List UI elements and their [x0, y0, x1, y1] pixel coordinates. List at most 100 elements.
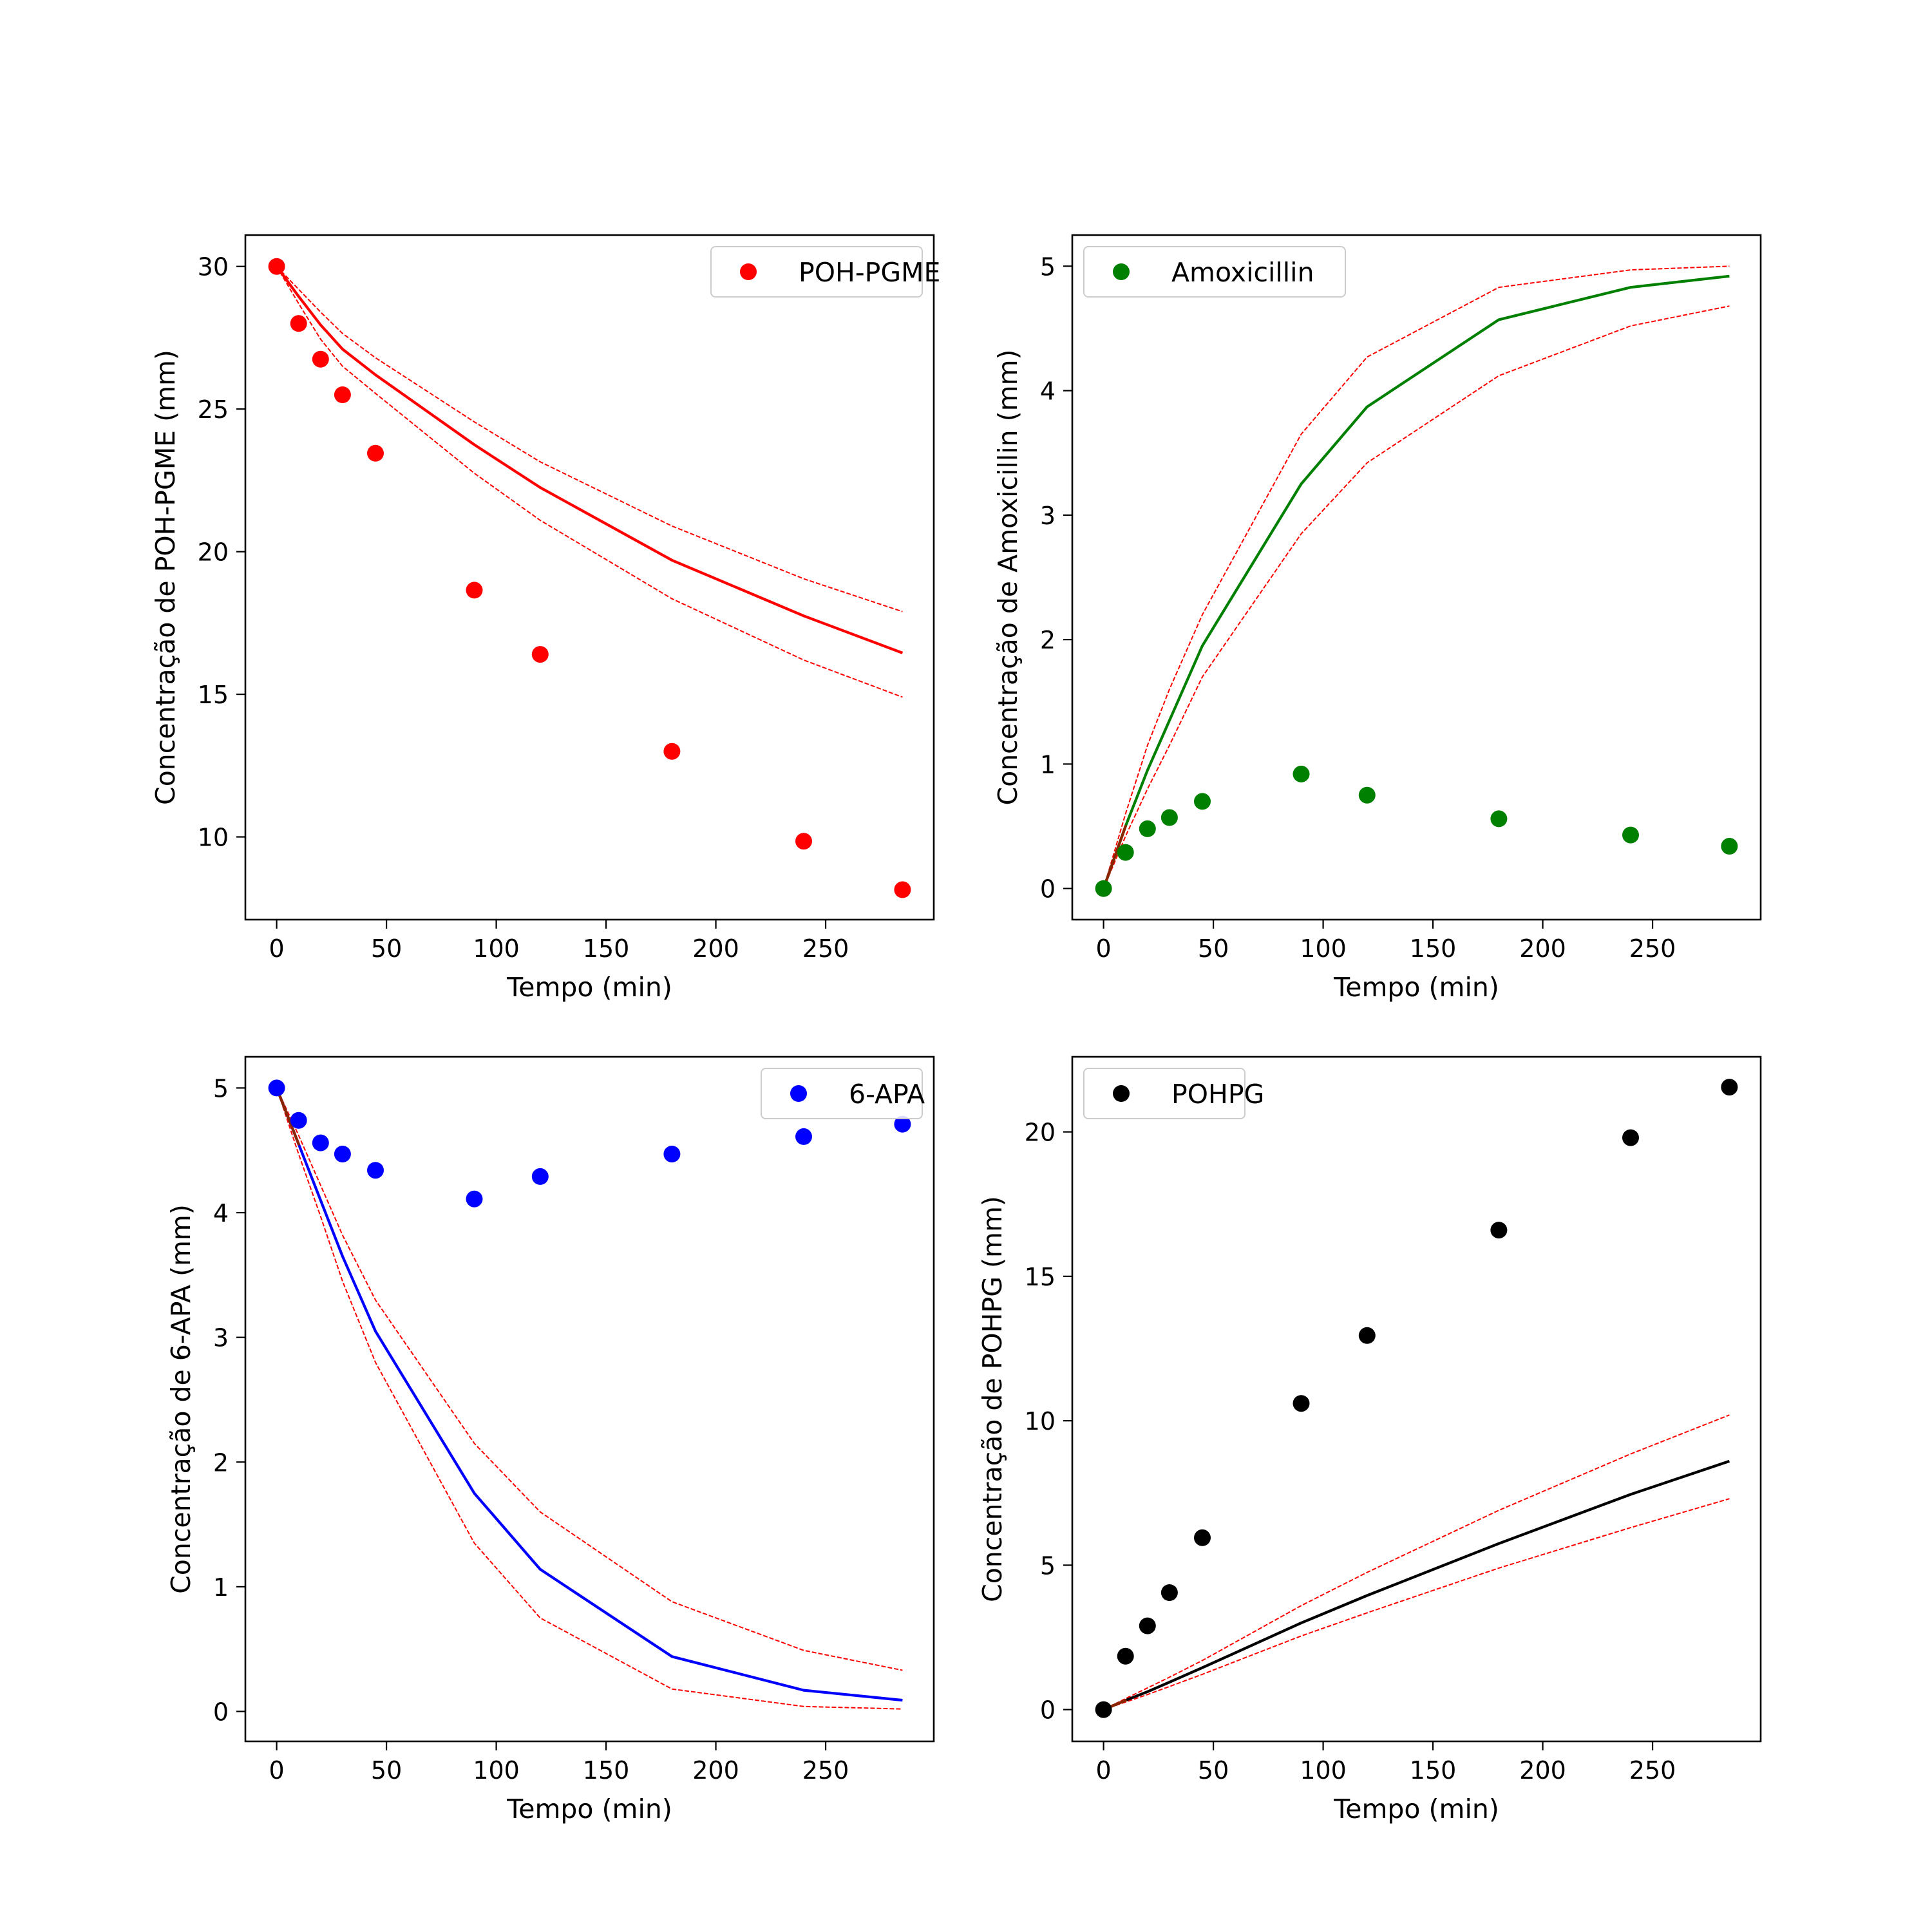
- chart-panel-3: 0 50 100 150 200 250 0 1 2 3 4 5 Tempo (min) Concentr…: [166, 1056, 935, 1824]
- legend-marker: [1113, 263, 1130, 280]
- axes-frame: [244, 234, 935, 921]
- data-point: [1160, 809, 1178, 826]
- data-point: [466, 1190, 483, 1208]
- legend-marker: [740, 263, 757, 280]
- data-point: [894, 881, 911, 898]
- axes-frame: [1071, 234, 1762, 921]
- legend-box: [761, 1068, 923, 1119]
- x-tick-label: 200: [1519, 934, 1566, 963]
- x-tick-label: 100: [473, 934, 520, 963]
- data-point: [1490, 1222, 1508, 1239]
- data-point: [1095, 880, 1112, 897]
- y-tick-label: 15: [1025, 1263, 1056, 1291]
- x-tick-label: 250: [802, 934, 849, 963]
- legend-box: [1083, 246, 1346, 298]
- x-tick-label: 0: [269, 1756, 284, 1785]
- legend: 6-APA: [761, 1068, 925, 1119]
- data-point: [1139, 1617, 1156, 1634]
- y-tick-label: 5: [213, 1074, 229, 1103]
- data-point: [312, 1134, 329, 1151]
- data-point: [290, 315, 307, 332]
- y-tick-label: 5: [1040, 1551, 1056, 1580]
- legend: POHPG: [1083, 1068, 1264, 1119]
- y-tick-label: 10: [1025, 1407, 1056, 1435]
- legend-marker: [790, 1085, 807, 1102]
- plot-area: [1072, 1057, 1761, 1741]
- x-tick-label: 0: [269, 934, 284, 963]
- legend-box: [710, 246, 923, 298]
- y-tick-label: 10: [198, 824, 229, 852]
- x-tick-label: 250: [1629, 1756, 1676, 1785]
- model-fit-line: [275, 265, 904, 654]
- data-point: [1293, 765, 1310, 782]
- y-tick-label: 30: [198, 253, 229, 281]
- data-point: [1117, 844, 1134, 861]
- data-point: [531, 646, 549, 663]
- x-tick-label: 100: [473, 1756, 520, 1785]
- y-axis-label: Concentração de 6-APA (mm): [166, 1204, 196, 1594]
- data-point: [1095, 1701, 1112, 1718]
- y-tick-label: 0: [1040, 875, 1056, 904]
- model-fit-line: [275, 1087, 903, 1702]
- data-point: [367, 444, 384, 462]
- x-tick-label: 0: [1095, 1756, 1111, 1785]
- model-fit-line: [1103, 1459, 1730, 1711]
- data-point: [1721, 838, 1738, 855]
- y-tick-label: 20: [198, 538, 229, 567]
- x-axis-label: Tempo (min): [506, 972, 672, 1003]
- x-tick-label: 50: [371, 1756, 402, 1785]
- data-point: [1194, 793, 1211, 810]
- data-point: [1721, 1079, 1738, 1096]
- x-tick-label: 200: [692, 934, 739, 963]
- y-tick-label: 20: [1025, 1119, 1056, 1147]
- data-point: [1622, 1129, 1639, 1146]
- data-point: [795, 833, 812, 850]
- y-axis-label: Concentração de Amoxicillin (mm): [992, 349, 1023, 805]
- data-point: [894, 1115, 911, 1133]
- x-tick-label: 150: [583, 934, 630, 963]
- confidence-band-line-1: [276, 1087, 903, 1671]
- data-point: [367, 1162, 384, 1179]
- data-point: [1194, 1529, 1211, 1546]
- legend: Amoxicillin: [1083, 246, 1346, 298]
- data-point: [1117, 1647, 1134, 1665]
- data-point: [290, 1112, 307, 1129]
- x-tick-label: 0: [1095, 934, 1111, 963]
- x-tick-label: 200: [1519, 1756, 1566, 1785]
- y-tick-label: 4: [213, 1199, 229, 1227]
- data-point: [466, 582, 483, 599]
- legend-box: [1083, 1068, 1245, 1119]
- confidence-band-line-2: [276, 1088, 903, 1710]
- axes-frame: [1071, 1056, 1762, 1743]
- x-tick-label: 150: [583, 1756, 630, 1785]
- data-point: [1490, 810, 1508, 828]
- x-tick-label: 50: [1198, 934, 1229, 963]
- x-tick-label: 150: [1410, 934, 1457, 963]
- y-tick-label: 4: [1040, 377, 1056, 406]
- data-point: [1358, 1327, 1376, 1344]
- data-point: [795, 1128, 812, 1145]
- data-point: [663, 743, 681, 760]
- y-tick-label: 1: [1040, 750, 1056, 779]
- y-tick-label: 5: [1040, 252, 1056, 281]
- x-tick-label: 250: [1629, 934, 1676, 963]
- x-tick-label: 200: [692, 1756, 739, 1785]
- data-point: [1293, 1395, 1310, 1412]
- y-tick-label: 2: [1040, 626, 1056, 654]
- x-tick-label: 50: [1198, 1756, 1229, 1785]
- legend-label: POH-PGME: [799, 257, 940, 288]
- axes-frame: [244, 1056, 935, 1743]
- data-point: [1622, 826, 1639, 844]
- legend: POH-PGME: [710, 246, 940, 298]
- plot-area: [245, 235, 934, 920]
- confidence-band-line-1: [1103, 265, 1730, 889]
- chart-panel-4: 0 50 100 150 200 250 0 5 10 15 20 Tempo (min) Concen…: [977, 1056, 1762, 1824]
- legend-label: POHPG: [1171, 1079, 1264, 1110]
- chart-panel-1: 0 50 100 150 200 250 10 15 20 25 30 Tempo (min) Conc…: [150, 234, 940, 1003]
- data-point: [334, 386, 351, 403]
- y-tick-label: 3: [1040, 502, 1056, 530]
- model-fit-line: [1102, 274, 1730, 889]
- model-fit-line-start: [1102, 824, 1127, 890]
- y-tick-label: 3: [213, 1324, 229, 1352]
